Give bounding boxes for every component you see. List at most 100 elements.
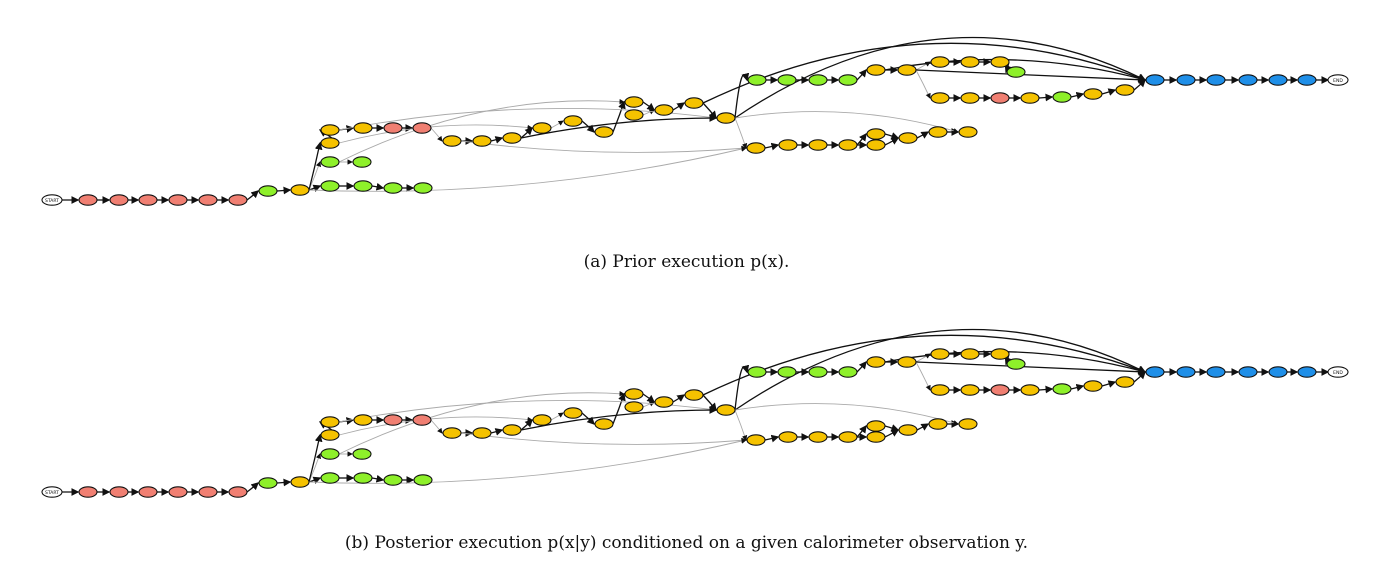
edge-g12-o23 — [1070, 383, 1085, 392]
edge-r8-o4 — [430, 419, 443, 434]
caption-posterior: (b) Posterior execution p(x|y) condition… — [344, 533, 1029, 553]
node-o31 — [898, 424, 918, 436]
node-c4 — [198, 486, 218, 498]
node-b2-shape — [1206, 366, 1226, 378]
edge-o11-o12 — [642, 401, 655, 408]
node-o4-shape — [442, 135, 462, 147]
edge-o14-o33 — [734, 403, 959, 426]
node-c0 — [78, 486, 98, 498]
node-g12 — [1052, 383, 1072, 395]
node-end-shape — [1327, 74, 1349, 86]
edge-g12-o23 — [1070, 91, 1085, 100]
node-o4-shape — [442, 427, 462, 439]
node-o33 — [958, 418, 978, 430]
node-o0 — [290, 184, 310, 196]
edges — [61, 328, 1330, 496]
edge-o12-o13 — [672, 394, 686, 403]
node-o6-shape — [502, 132, 522, 144]
node-o21 — [960, 92, 980, 104]
node-g9-shape — [808, 366, 828, 378]
node-g3 — [383, 182, 403, 194]
node-g11 — [1006, 358, 1026, 370]
node-o15-shape — [866, 64, 886, 76]
node-g5-shape — [320, 156, 340, 168]
node-o12-shape — [654, 104, 674, 116]
nodes: START END — [41, 348, 1349, 498]
node-o31 — [898, 132, 918, 144]
node-o12 — [654, 104, 674, 116]
node-c4-shape — [198, 486, 218, 498]
node-o0 — [290, 476, 310, 488]
node-g9 — [808, 366, 828, 378]
node-b2 — [1206, 366, 1226, 378]
edge-o10-o12 — [642, 101, 656, 111]
node-g1 — [320, 180, 340, 192]
edge-g5-o10 — [338, 390, 625, 455]
node-o18 — [960, 56, 980, 68]
node-o30-shape — [866, 431, 886, 443]
node-g0-shape — [258, 185, 278, 197]
node-o6-shape — [502, 424, 522, 436]
node-o0-shape — [290, 184, 310, 196]
node-g0 — [258, 477, 278, 489]
node-o1-shape — [320, 137, 340, 149]
node-c1 — [109, 486, 129, 498]
node-start-label: START — [45, 490, 59, 496]
node-o3-shape — [353, 414, 373, 426]
edge-o0-o25 — [308, 146, 747, 192]
edge-o29-o31 — [884, 424, 900, 432]
edge-o14-g7 — [734, 364, 750, 411]
node-g12-shape — [1052, 91, 1072, 103]
node-b0 — [1145, 74, 1165, 86]
node-o16 — [897, 356, 917, 368]
node-o27 — [808, 139, 828, 151]
node-b1 — [1176, 74, 1196, 86]
node-g1-shape — [320, 472, 340, 484]
node-o13 — [684, 97, 704, 109]
edge-o15-b0 — [884, 58, 1147, 83]
node-o20 — [930, 92, 950, 104]
node-c1-shape — [109, 486, 129, 498]
node-b1-shape — [1176, 366, 1196, 378]
edge-o5-o6 — [490, 428, 504, 436]
node-o32-shape — [928, 418, 948, 430]
node-g3-shape — [383, 182, 403, 194]
node-o27-shape — [808, 431, 828, 443]
node-o2-shape — [320, 124, 340, 136]
node-c5-shape — [228, 486, 248, 498]
edge-o28-o29 — [856, 424, 867, 438]
edge-o22-g12 — [1038, 385, 1054, 394]
node-c0-shape — [78, 486, 98, 498]
edge-o13-b0 — [702, 42, 1147, 104]
node-g7 — [747, 366, 767, 378]
node-o15 — [866, 356, 886, 368]
node-c2 — [138, 194, 158, 206]
node-o18-shape — [960, 348, 980, 360]
edge-o23-o24 — [1101, 380, 1117, 388]
node-c3 — [168, 194, 188, 206]
node-o24 — [1115, 376, 1135, 388]
node-o19 — [990, 348, 1010, 360]
edge-o4-o25 — [460, 432, 747, 445]
node-g4 — [413, 474, 433, 486]
node-b2 — [1206, 74, 1226, 86]
edge-o31-o32 — [916, 423, 930, 431]
node-g4-shape — [413, 474, 433, 486]
node-o25-shape — [746, 434, 766, 446]
edge-g0-o0 — [276, 478, 292, 487]
node-o3 — [353, 414, 373, 426]
node-o5-shape — [472, 427, 492, 439]
node-o7-shape — [532, 122, 552, 134]
node-g1-shape — [320, 180, 340, 192]
node-o7-shape — [532, 414, 552, 426]
node-c5 — [228, 194, 248, 206]
node-g6 — [352, 156, 372, 168]
node-g3-shape — [383, 474, 403, 486]
edge-o4-o25 — [460, 140, 747, 153]
node-o31-shape — [898, 424, 918, 436]
edge-o16-o20 — [915, 69, 931, 99]
node-o21-shape — [960, 384, 980, 396]
node-g11 — [1006, 66, 1026, 78]
edge-o5-o6 — [490, 136, 504, 144]
edge-o24-b0 — [1133, 79, 1146, 91]
